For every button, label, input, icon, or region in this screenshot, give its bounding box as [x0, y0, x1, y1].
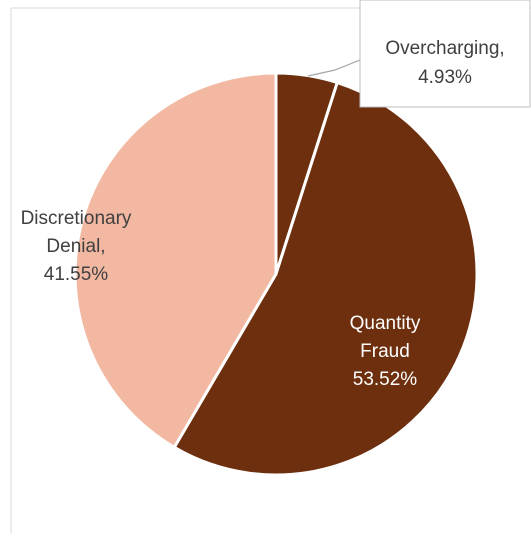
data-label-line: Denial, [46, 236, 105, 257]
leader-line-overcharging [307, 59, 361, 77]
data-label-line: 53.52% [353, 369, 418, 390]
data-label-quantity-fraud: Quantity Fraud 53.52% [350, 313, 421, 390]
data-label-line: Quantity [350, 313, 421, 334]
data-label-line: Overcharging, [385, 38, 504, 59]
data-label-line: 41.55% [44, 264, 109, 285]
leader-lines [307, 59, 361, 77]
data-label-discretionary-denial: Discretionary Denial, 41.55% [21, 208, 132, 285]
data-label-line: 4.93% [418, 67, 472, 88]
pie-slice-quantity-fraud [172, 81, 479, 477]
data-labels: Overcharging, 4.93% Quantity Fraud 53.52% Dis… [21, 0, 531, 390]
data-label-overcharging: Overcharging, 4.93% [385, 38, 504, 88]
pie-slice-discretionary-denial [73, 71, 278, 449]
data-label-line: Fraud [360, 341, 410, 362]
data-label-line: Discretionary [21, 208, 132, 229]
pie-slices [73, 71, 479, 477]
data-label-box-overcharging [359, 0, 531, 108]
